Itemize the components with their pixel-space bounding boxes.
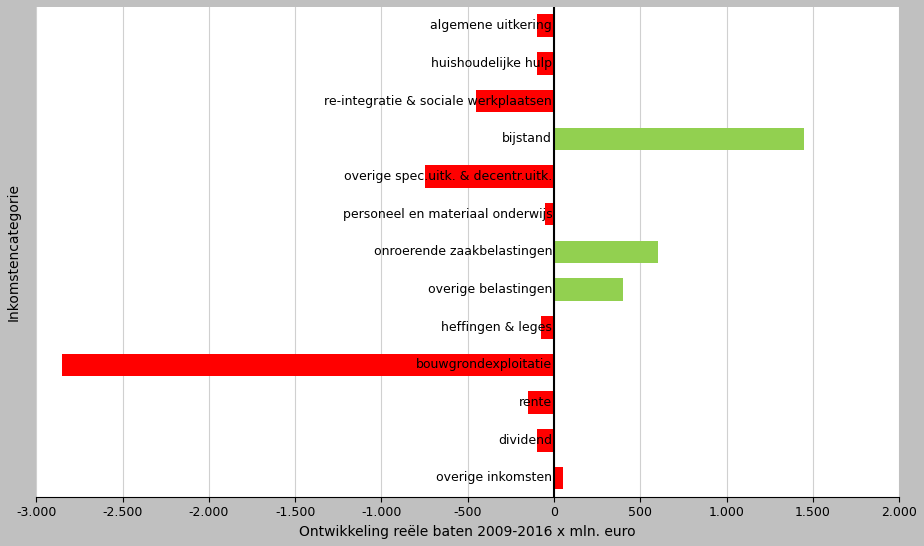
Text: overige inkomsten: overige inkomsten — [436, 471, 553, 484]
Text: personeel en materiaal onderwijs: personeel en materiaal onderwijs — [343, 207, 553, 221]
Bar — [554, 128, 804, 150]
Bar — [537, 52, 554, 75]
Bar — [476, 90, 554, 112]
Text: re-integratie & sociale werkplaatsen: re-integratie & sociale werkplaatsen — [324, 94, 553, 108]
Bar — [541, 316, 554, 339]
Text: huishoudelijke hulp: huishoudelijke hulp — [432, 57, 553, 70]
X-axis label: Ontwikkeling reële baten 2009-2016 x mln. euro: Ontwikkeling reële baten 2009-2016 x mln… — [299, 525, 636, 539]
Bar — [554, 241, 658, 263]
Bar — [554, 467, 563, 489]
Bar — [545, 203, 554, 225]
Bar — [529, 391, 554, 414]
Bar — [554, 278, 623, 301]
Bar — [62, 354, 554, 376]
Y-axis label: Inkomstencategorie: Inkomstencategorie — [7, 183, 21, 321]
Text: heffingen & leges: heffingen & leges — [442, 321, 553, 334]
Text: onroerende zaakbelastingen: onroerende zaakbelastingen — [373, 245, 553, 258]
Text: rente: rente — [519, 396, 553, 409]
Text: dividend: dividend — [498, 434, 553, 447]
Bar — [424, 165, 554, 188]
Text: algemene uitkering: algemene uitkering — [431, 19, 553, 32]
Text: overige belastingen: overige belastingen — [428, 283, 553, 296]
Bar — [537, 429, 554, 452]
Bar — [537, 15, 554, 37]
Text: bouwgrondexploitatie: bouwgrondexploitatie — [416, 358, 553, 371]
Text: bijstand: bijstand — [503, 132, 553, 145]
Text: overige spec.uitk. & decentr.uitk.: overige spec.uitk. & decentr.uitk. — [344, 170, 553, 183]
